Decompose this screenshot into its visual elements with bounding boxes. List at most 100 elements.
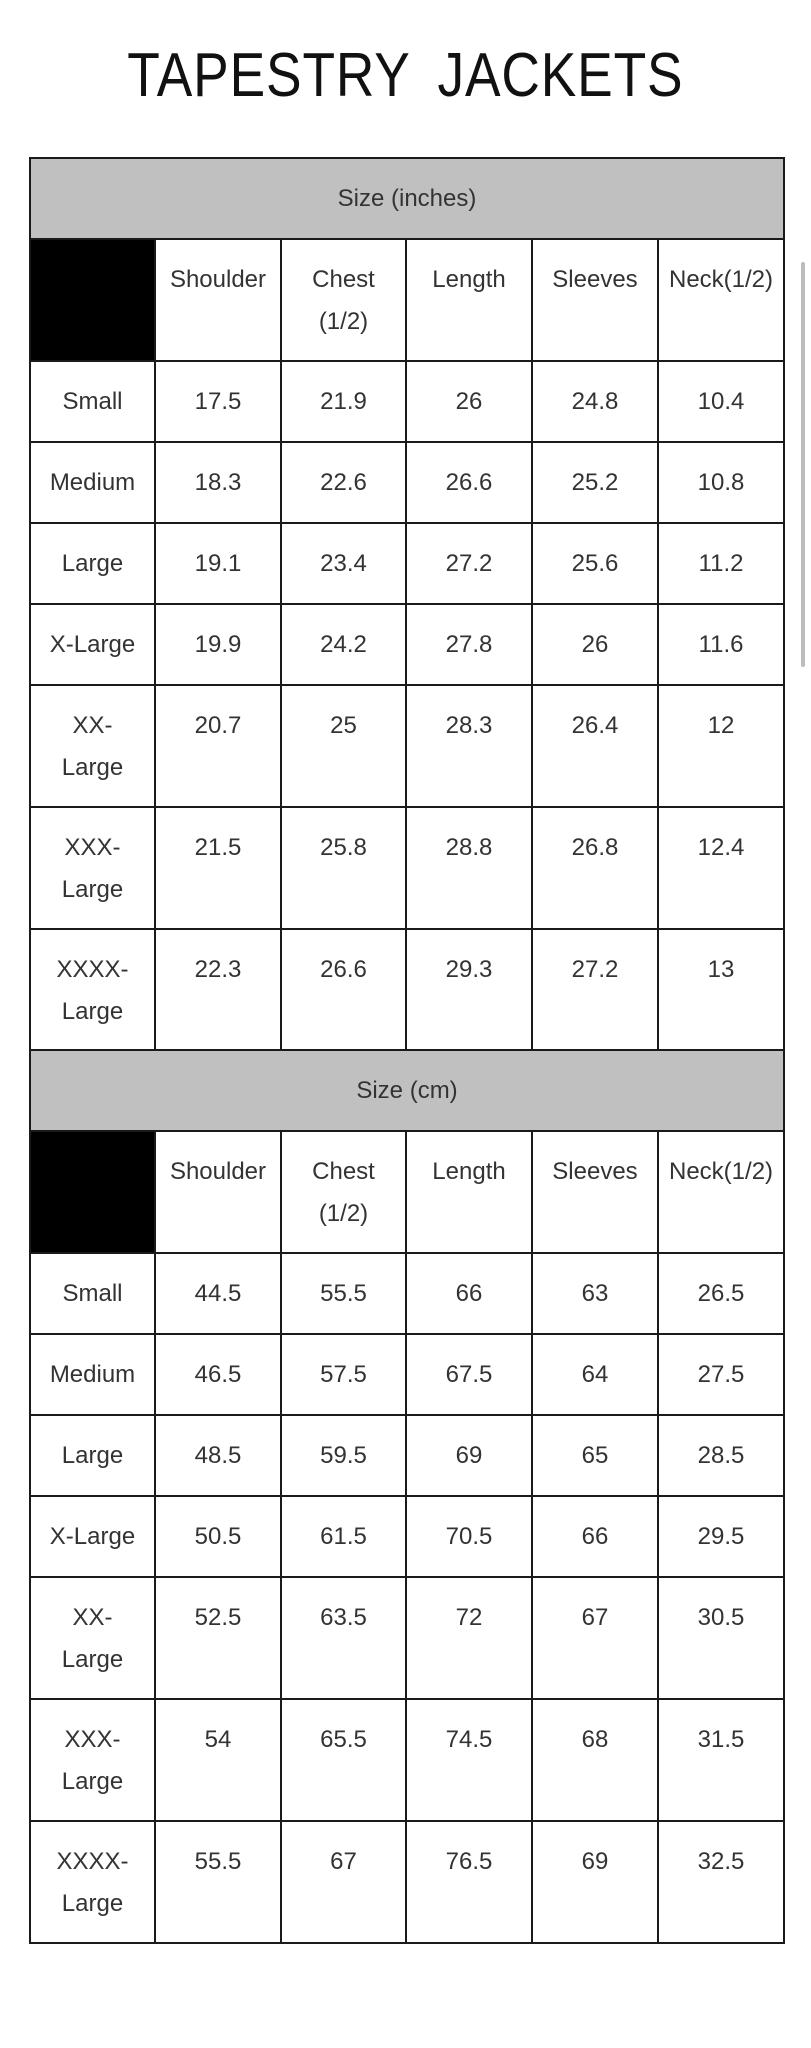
measurement-cell: 27.2 (531, 928, 659, 1052)
size-label: Medium (29, 1333, 156, 1416)
measurement-cell: 54 (154, 1698, 282, 1822)
size-label: X-Large (29, 1495, 156, 1578)
measurement-cell: 66 (531, 1495, 659, 1578)
table-row: XXXX- Large 22.3 26.6 29.3 27.2 13 (29, 928, 785, 1052)
column-header: Length (405, 238, 533, 362)
measurement-cell: 27.8 (405, 603, 533, 686)
measurement-cell: 67 (280, 1820, 407, 1944)
measurement-cell: 12.4 (657, 806, 785, 930)
measurement-cell: 24.2 (280, 603, 407, 686)
table-caption: Size (inches) (29, 157, 785, 240)
corner-cell (29, 1130, 156, 1254)
table-row: XX- Large 52.5 63.5 72 67 30.5 (29, 1576, 786, 1700)
table-row: Large 19.1 23.4 27.2 25.6 11.2 (29, 522, 785, 605)
measurement-cell: 26.8 (531, 806, 659, 930)
measurement-cell: 25 (280, 684, 407, 808)
size-table-cm: Size (cm) Shoulder Chest (1/2) Length Sleeves… (28, 1049, 786, 1944)
measurement-cell: 26 (531, 603, 659, 686)
size-label: Large (29, 522, 156, 605)
size-label: XXXX- Large (29, 928, 156, 1052)
size-label: XXXX- Large (29, 1820, 156, 1944)
scrollbar[interactable] (801, 262, 805, 667)
measurement-cell: 27.5 (656, 1333, 786, 1416)
measurement-cell: 31.5 (656, 1698, 786, 1822)
measurement-cell: 25.2 (531, 441, 659, 524)
measurement-cell: 67.5 (405, 1333, 533, 1416)
measurement-cell: 26.5 (656, 1252, 786, 1335)
measurement-cell: 50.5 (154, 1495, 282, 1578)
column-header: Sleeves (531, 1130, 659, 1254)
page-title-text: TAPESTRY JACKETS (127, 41, 684, 110)
measurement-cell: 19.9 (154, 603, 282, 686)
table-caption: Size (cm) (28, 1049, 786, 1132)
column-header: Shoulder (154, 1130, 282, 1254)
measurement-cell: 11.2 (657, 522, 785, 605)
column-header: Neck(1/2) (657, 238, 785, 362)
size-label: Medium (29, 441, 156, 524)
measurement-cell: 28.5 (656, 1414, 786, 1497)
measurement-cell: 69 (531, 1820, 659, 1944)
column-header: Chest (1/2) (280, 238, 407, 362)
measurement-cell: 21.5 (154, 806, 282, 930)
measurement-cell: 55.5 (280, 1252, 407, 1335)
measurement-cell: 22.3 (154, 928, 282, 1052)
measurement-cell: 61.5 (280, 1495, 407, 1578)
table-row: Medium 46.5 57.5 67.5 64 27.5 (29, 1333, 786, 1416)
measurement-cell: 17.5 (154, 360, 282, 443)
column-header: Sleeves (531, 238, 659, 362)
column-header: Neck(1/2) (656, 1130, 786, 1254)
measurement-cell: 67 (531, 1576, 659, 1700)
measurement-cell: 63.5 (280, 1576, 407, 1700)
measurement-cell: 26.4 (531, 684, 659, 808)
table-row: Medium 18.3 22.6 26.6 25.2 10.8 (29, 441, 785, 524)
size-label: XXX- Large (29, 1698, 156, 1822)
size-label: XX- Large (29, 684, 156, 808)
column-header: Shoulder (154, 238, 282, 362)
size-label: X-Large (29, 603, 156, 686)
measurement-cell: 72 (405, 1576, 533, 1700)
measurement-cell: 20.7 (154, 684, 282, 808)
table-row: Small 44.5 55.5 66 63 26.5 (29, 1252, 786, 1335)
measurement-cell: 25.6 (531, 522, 659, 605)
measurement-cell: 25.8 (280, 806, 407, 930)
size-table-inches: Size (inches) Shoulder Chest (1/2) Length Sle… (29, 157, 785, 1052)
size-label: Large (29, 1414, 156, 1497)
measurement-cell: 26.6 (280, 928, 407, 1052)
measurement-cell: 27.2 (405, 522, 533, 605)
measurement-cell: 29.5 (656, 1495, 786, 1578)
measurement-cell: 59.5 (280, 1414, 407, 1497)
measurement-cell: 64 (531, 1333, 659, 1416)
measurement-cell: 10.8 (657, 441, 785, 524)
column-header: Chest (1/2) (280, 1130, 407, 1254)
measurement-cell: 70.5 (405, 1495, 533, 1578)
measurement-cell: 12 (657, 684, 785, 808)
size-label: XXX- Large (29, 806, 156, 930)
measurement-cell: 21.9 (280, 360, 407, 443)
measurement-cell: 74.5 (405, 1698, 533, 1822)
measurement-cell: 63 (531, 1252, 659, 1335)
measurement-cell: 26 (405, 360, 533, 443)
measurement-cell: 13 (657, 928, 785, 1052)
measurement-cell: 46.5 (154, 1333, 282, 1416)
measurement-cell: 65 (531, 1414, 659, 1497)
measurement-cell: 68 (531, 1698, 659, 1822)
table-row: XX- Large 20.7 25 28.3 26.4 12 (29, 684, 785, 808)
measurement-cell: 11.6 (657, 603, 785, 686)
measurement-cell: 10.4 (657, 360, 785, 443)
measurement-cell: 69 (405, 1414, 533, 1497)
measurement-cell: 19.1 (154, 522, 282, 605)
measurement-cell: 57.5 (280, 1333, 407, 1416)
measurement-cell: 24.8 (531, 360, 659, 443)
table-row: X-Large 50.5 61.5 70.5 66 29.5 (29, 1495, 786, 1578)
measurement-cell: 22.6 (280, 441, 407, 524)
table-row: XXXX- Large 55.5 67 76.5 69 32.5 (29, 1820, 786, 1944)
measurement-cell: 66 (405, 1252, 533, 1335)
column-header: Length (405, 1130, 533, 1254)
size-label: Small (29, 360, 156, 443)
measurement-cell: 76.5 (405, 1820, 533, 1944)
table-row: XXX- Large 21.5 25.8 28.8 26.8 12.4 (29, 806, 785, 930)
page-title: TAPESTRY JACKETS (0, 38, 811, 114)
size-label: XX- Large (29, 1576, 156, 1700)
measurement-cell: 52.5 (154, 1576, 282, 1700)
measurement-cell: 26.6 (405, 441, 533, 524)
